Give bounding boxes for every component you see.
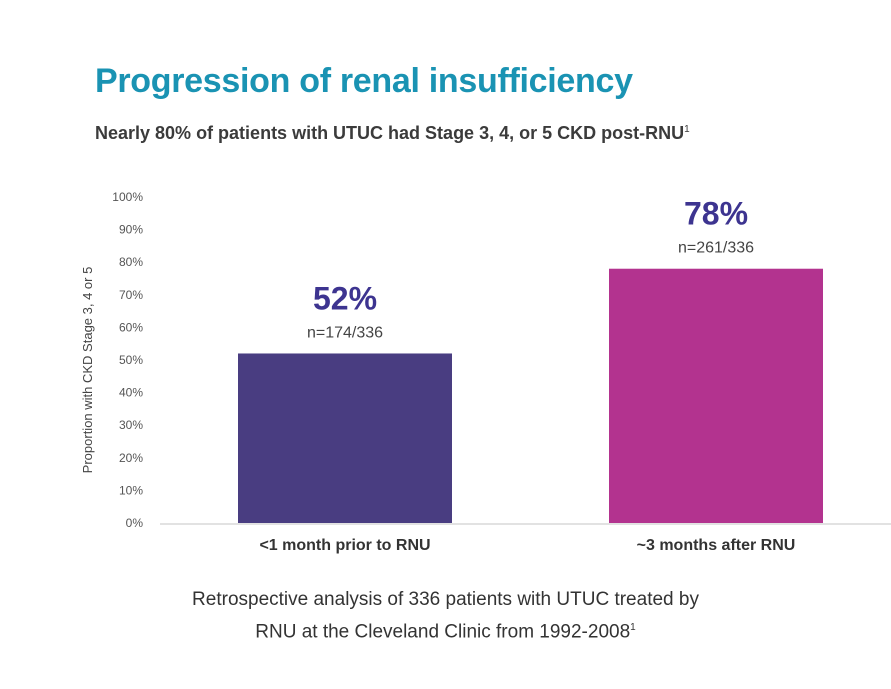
bar-n-label: n=261/336 bbox=[678, 240, 754, 257]
y-tick-label: 70% bbox=[119, 288, 143, 302]
footnote-line-1: Retrospective analysis of 336 patients w… bbox=[192, 589, 699, 610]
subtitle-reference: 1 bbox=[684, 124, 690, 135]
x-tick-label: ~3 months after RNU bbox=[637, 537, 796, 554]
y-tick-label: 40% bbox=[119, 386, 143, 400]
footnote: Retrospective analysis of 336 patients w… bbox=[0, 586, 891, 646]
y-tick-label: 80% bbox=[119, 255, 143, 269]
chart-subtitle: Nearly 80% of patients with UTUC had Sta… bbox=[95, 123, 690, 144]
y-axis-label: Proportion with CKD Stage 3, 4 or 5 bbox=[80, 267, 95, 474]
footnote-line-2: RNU at the Cleveland Clinic from 1992-20… bbox=[255, 621, 636, 643]
y-tick-label: 50% bbox=[119, 353, 143, 367]
subtitle-text: Nearly 80% of patients with UTUC had Sta… bbox=[95, 123, 685, 143]
y-tick-label: 60% bbox=[119, 320, 143, 334]
y-tick-label: 90% bbox=[119, 223, 143, 237]
x-tick-label: <1 month prior to RNU bbox=[259, 537, 430, 554]
y-tick-label: 0% bbox=[126, 516, 144, 530]
bar bbox=[238, 353, 452, 523]
bar-n-label: n=174/336 bbox=[307, 324, 383, 341]
footnote-reference: 1 bbox=[630, 622, 636, 633]
y-tick-label: 10% bbox=[119, 483, 143, 497]
y-tick-label: 20% bbox=[119, 451, 143, 465]
bar bbox=[609, 268, 823, 523]
bar-value-label: 52% bbox=[313, 280, 377, 316]
y-tick-label: 100% bbox=[112, 190, 143, 204]
bar-value-label: 78% bbox=[684, 196, 748, 232]
chart-title: Progression of renal insufficiency bbox=[95, 62, 633, 100]
y-tick-label: 30% bbox=[119, 418, 143, 432]
